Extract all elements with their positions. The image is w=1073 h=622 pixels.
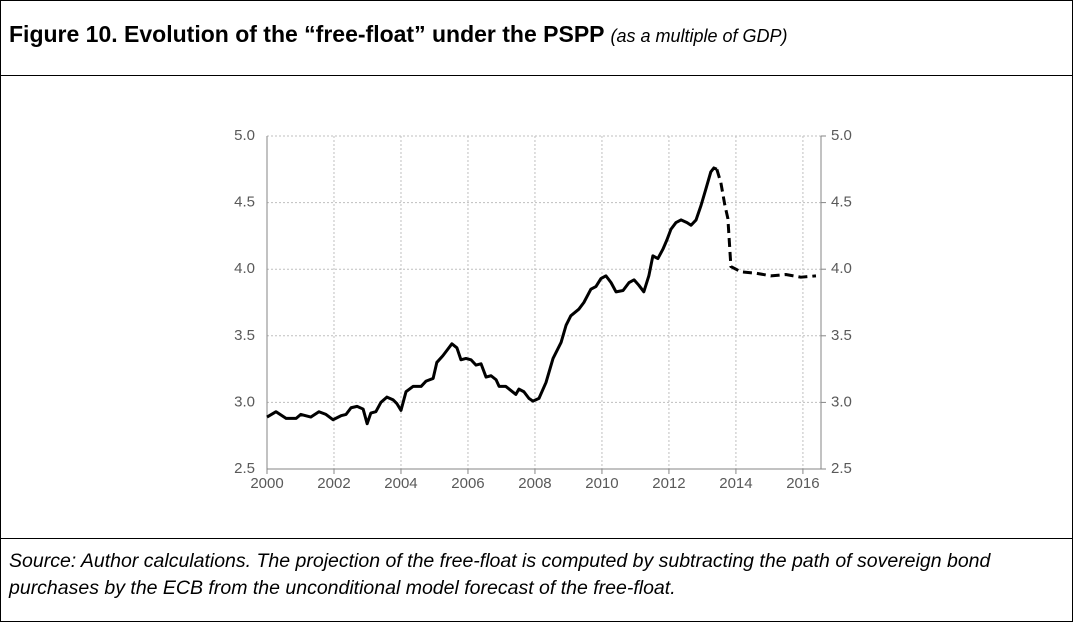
y2-tick-label: 4.0 [831, 260, 852, 277]
x-tick-label: 2008 [518, 475, 551, 492]
series-line [715, 168, 817, 279]
title: Figure 10. Evolution of the “free-float”… [9, 21, 605, 47]
y-tick-label: 3.0 [234, 393, 255, 410]
y2-tick-label: 3.0 [831, 393, 852, 410]
y-tick-label: 4.0 [234, 260, 255, 277]
y-tick-label: 4.5 [234, 194, 255, 211]
y2-tick-label: 2.5 [831, 460, 852, 477]
x-tick-label: 2010 [585, 475, 618, 492]
series-line [266, 166, 718, 426]
x-tick-label: 2000 [250, 475, 283, 492]
x-tick-label: 2016 [786, 475, 819, 492]
source-note: Source: Author calculations. The project… [9, 550, 991, 599]
x-tick-label: 2014 [719, 475, 752, 492]
x-tick-label: 2006 [451, 475, 484, 492]
y2-tick-label: 5.0 [831, 127, 852, 144]
y-tick-label: 2.5 [234, 460, 255, 477]
x-tick-label: 2004 [384, 475, 417, 492]
y-tick-label: 3.5 [234, 327, 255, 344]
subtitle: (as a multiple of GDP) [610, 26, 788, 46]
y2-tick-label: 3.5 [831, 327, 852, 344]
x-tick-label: 2002 [317, 475, 350, 492]
x-tick-label: 2012 [652, 475, 685, 492]
y-tick-label: 5.0 [234, 127, 255, 144]
title-row: Figure 10. Evolution of the “free-float”… [9, 21, 788, 48]
header: Figure 10. Evolution of the “free-float”… [1, 1, 1072, 76]
chart: 2.5 3.0 3.5 4.0 4.5 5.0 2.5 3.0 3.5 4.0 4.5 5.0 2000… [234, 127, 852, 492]
y2-tick-label: 4.5 [831, 194, 852, 211]
footer: Source: Author calculations. The project… [1, 538, 1072, 622]
